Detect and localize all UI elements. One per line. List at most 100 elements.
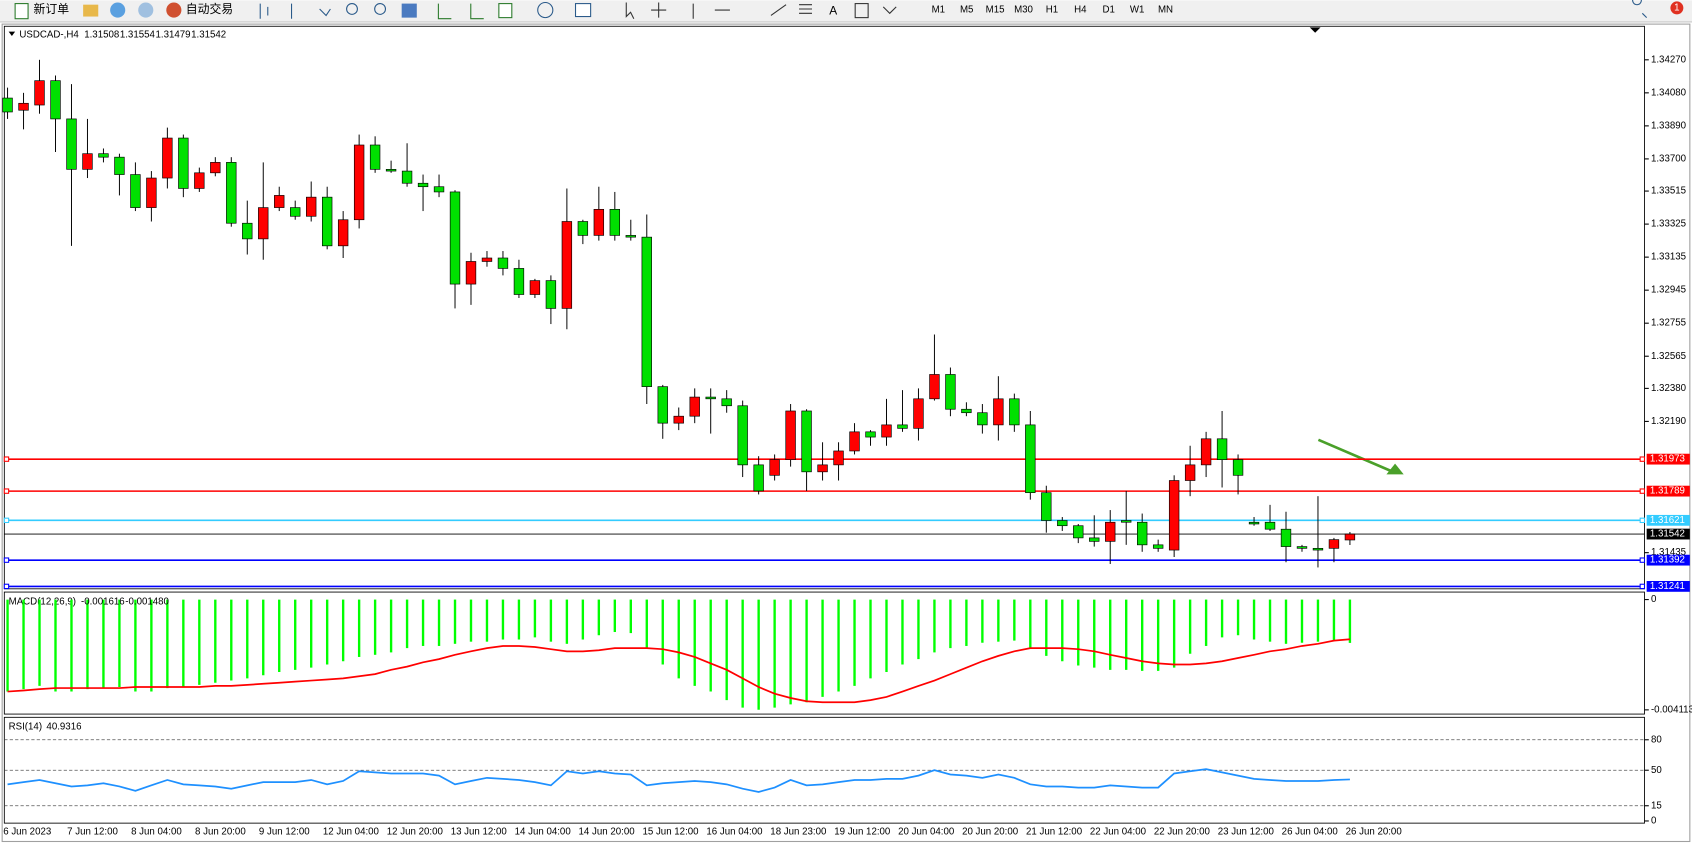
x-tick-label: 16 Jun 04:00 <box>706 826 763 837</box>
x-tick-label: 14 Jun 20:00 <box>579 826 636 837</box>
line-handle <box>1639 557 1646 563</box>
price-label: 1.31789 <box>1650 486 1685 497</box>
zoom-out[interactable] <box>374 3 387 15</box>
candle-body <box>881 424 892 438</box>
auto-trading-icon[interactable] <box>166 2 182 18</box>
candle-body <box>913 398 924 429</box>
timeframe-button[interactable]: MN <box>1158 5 1173 16</box>
zoom-in[interactable] <box>346 3 358 15</box>
candle-body <box>1105 521 1116 542</box>
candle-body <box>337 219 349 247</box>
line-handle <box>1639 488 1646 494</box>
candle-body <box>1073 525 1084 539</box>
chart-title: USDCAD-,H4 <box>19 29 79 40</box>
indicators-icon[interactable] <box>498 3 513 19</box>
label-tool[interactable] <box>854 3 869 19</box>
new-order-icon[interactable] <box>14 3 29 20</box>
icon[interactable] <box>138 2 154 18</box>
price-label: 1.31973 <box>1650 454 1685 465</box>
candle-body <box>290 207 301 217</box>
drawing-tools[interactable] <box>625 2 812 19</box>
indicator-title: RSI(14) <box>9 722 42 733</box>
notification-badge[interactable] <box>1670 1 1684 15</box>
icon[interactable] <box>83 4 99 17</box>
candle-body <box>689 396 700 417</box>
line-handle <box>3 456 10 462</box>
candle-body <box>1232 459 1244 476</box>
annotation-arrow <box>1317 438 1395 474</box>
x-tick-label: 15 Jun 12:00 <box>642 826 699 837</box>
candle-body <box>945 374 956 410</box>
candle-body <box>194 172 205 189</box>
indicator-value: -0.001480 <box>125 596 169 607</box>
candle-body <box>737 405 748 466</box>
candle-body <box>1328 539 1340 549</box>
candle-body <box>833 450 844 466</box>
candle-body <box>66 118 77 170</box>
search-icon[interactable] <box>1632 0 1648 19</box>
templates-icon[interactable] <box>574 3 592 18</box>
candle-body <box>98 153 109 158</box>
candle-body <box>1312 547 1324 551</box>
candle-body <box>162 137 173 179</box>
candle-body <box>593 208 605 236</box>
candle-body <box>1025 424 1036 494</box>
periods-icon[interactable] <box>537 1 554 19</box>
candle-body <box>1280 528 1292 547</box>
candle-body <box>353 144 365 221</box>
candle-body <box>657 386 668 424</box>
candle-body <box>306 196 317 217</box>
icon[interactable] <box>110 2 126 18</box>
timeframe-button[interactable]: H4 <box>1074 5 1087 16</box>
x-tick-label: 23 Jun 12:00 <box>1218 826 1275 837</box>
y-tick-label: 1.32190 <box>1651 416 1687 427</box>
text-tool[interactable]: A <box>829 3 837 17</box>
price-label-box <box>1646 453 1690 465</box>
timeframe-button[interactable]: M30 <box>1014 5 1033 16</box>
price-label-box <box>1646 485 1690 497</box>
line-handle <box>1639 456 1646 462</box>
candle-body <box>369 144 381 170</box>
signal-line <box>7 638 1351 704</box>
candle-body <box>1009 398 1020 426</box>
macd-pane <box>3 591 1645 715</box>
symbol-menu[interactable] <box>8 31 16 36</box>
x-tick-label: 22 Jun 20:00 <box>1154 826 1211 837</box>
new-order-button[interactable]: 新订单 <box>33 2 69 16</box>
x-tick-label: 8 Jun 04:00 <box>131 826 182 837</box>
y-tick-label: 1.32945 <box>1651 285 1686 296</box>
candle-body <box>1152 544 1164 549</box>
candle-body <box>433 186 445 193</box>
auto-trading-button[interactable]: 自动交易 <box>186 2 233 16</box>
chart-frame <box>1 23 1691 843</box>
timeframe-button[interactable]: D1 <box>1103 5 1115 16</box>
candle-body <box>609 208 621 236</box>
tile-icon[interactable] <box>401 3 417 18</box>
timeframe-button[interactable]: M1 <box>932 5 945 16</box>
line-handle <box>1639 583 1646 590</box>
candle-body <box>258 207 269 240</box>
x-tick-label: 22 Jun 04:00 <box>1090 826 1147 837</box>
price-label-box <box>1646 528 1690 540</box>
scroll-icons[interactable] <box>437 3 484 20</box>
timeframe-button[interactable]: W1 <box>1130 5 1145 16</box>
x-tick-label: 6 Jun 2023 <box>3 826 51 837</box>
chart-type-icons[interactable] <box>259 3 331 19</box>
candle-body <box>625 235 636 238</box>
candle-body <box>1136 521 1148 546</box>
candle-body <box>769 459 780 476</box>
timeframe-button[interactable]: M5 <box>960 5 973 16</box>
indicator-value: 40.9316 <box>46 722 81 733</box>
timeframe-button[interactable]: M15 <box>986 5 1005 16</box>
candle-body <box>130 174 141 208</box>
timeframe-button[interactable]: H1 <box>1046 5 1058 16</box>
candle-body <box>977 412 988 426</box>
x-tick-label: 19 Jun 12:00 <box>834 826 891 837</box>
y-tick-label: -0.004113 <box>1651 704 1692 715</box>
arrow-tool[interactable] <box>882 6 897 15</box>
candle-body <box>114 156 125 175</box>
candle-body <box>1248 521 1260 525</box>
x-tick-label: 18 Jun 23:00 <box>770 826 827 837</box>
candle-body <box>146 177 157 208</box>
candle-body <box>226 162 237 224</box>
